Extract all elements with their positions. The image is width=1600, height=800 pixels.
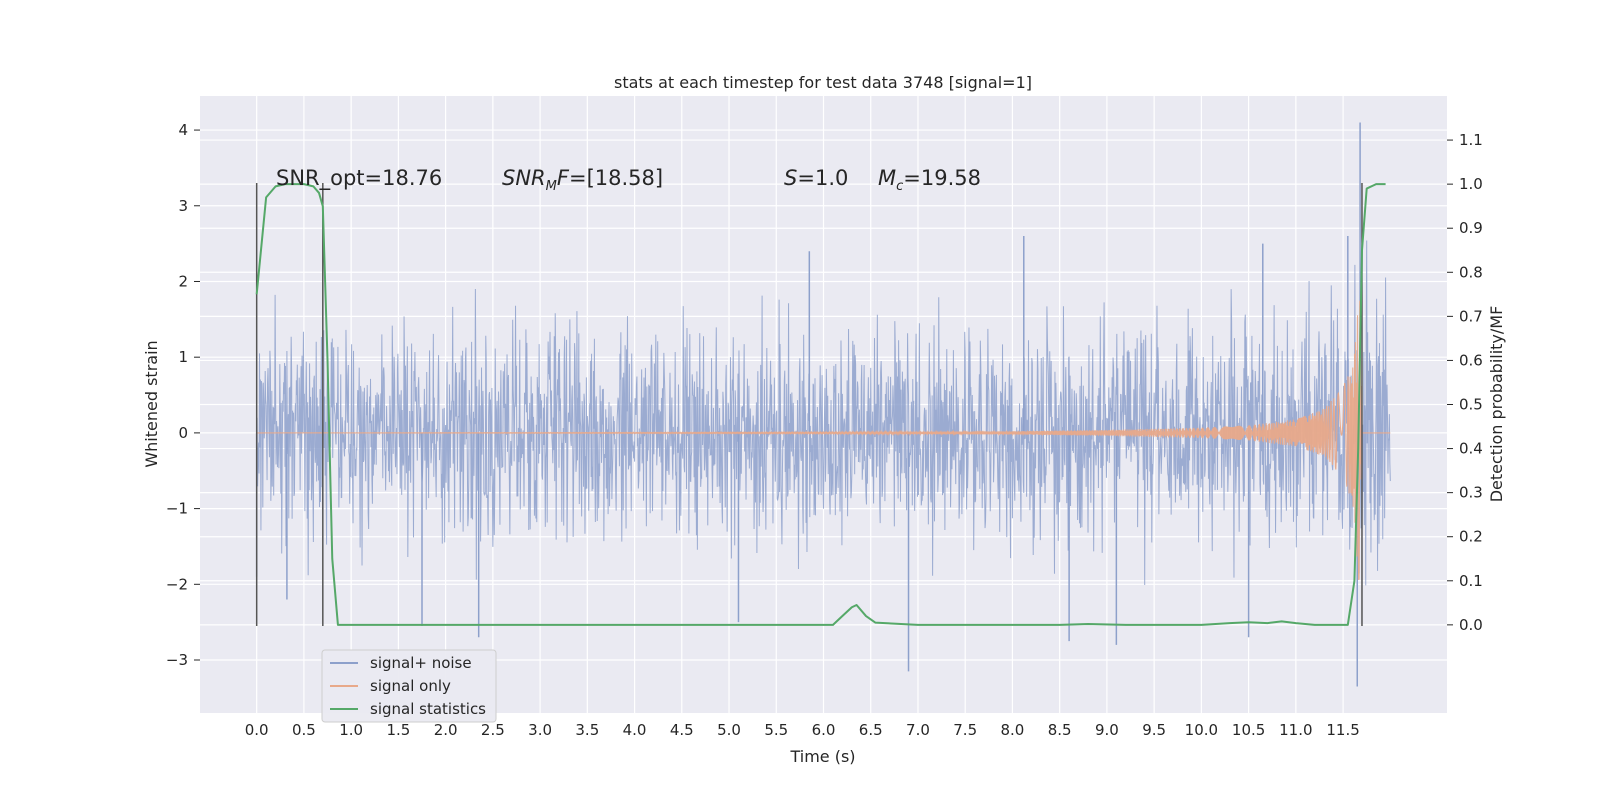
y-tick-label-right: 0.6 bbox=[1459, 351, 1483, 369]
chart-title: stats at each timestep for test data 374… bbox=[614, 73, 1032, 92]
y-tick-label-left: 1 bbox=[178, 348, 188, 366]
signal-noise-series bbox=[255, 122, 1391, 687]
y-tick-label-right: 0.1 bbox=[1459, 572, 1483, 590]
x-tick-label: 10.5 bbox=[1232, 721, 1265, 739]
signal-statistics-line bbox=[255, 183, 1386, 626]
y-tick-label-left: 4 bbox=[178, 121, 188, 139]
annotation-mc: Mc=19.58 bbox=[878, 166, 981, 194]
x-tick-label: 2.0 bbox=[434, 721, 458, 739]
legend-label-signal-only: signal only bbox=[370, 677, 451, 695]
y-tick-label-right: 1.0 bbox=[1459, 175, 1483, 193]
annotation-mc-value: 19.58 bbox=[921, 166, 981, 190]
signal-statistics-series bbox=[255, 183, 1386, 626]
x-tick-label: 7.5 bbox=[953, 721, 977, 739]
y-tick-label-left: −1 bbox=[166, 500, 188, 518]
x-tick-label: 9.0 bbox=[1095, 721, 1119, 739]
x-tick-label: 0.0 bbox=[245, 721, 269, 739]
x-tick-label: 10.0 bbox=[1185, 721, 1218, 739]
x-tick-label: 11.0 bbox=[1279, 721, 1312, 739]
signal-noise-line bbox=[256, 240, 1391, 586]
x-tick-label: 7.0 bbox=[906, 721, 930, 739]
y-tick-label-right: 0.9 bbox=[1459, 219, 1483, 237]
y-tick-label-right: 0.8 bbox=[1459, 263, 1483, 281]
x-tick-label: 1.0 bbox=[339, 721, 363, 739]
y-tick-label-right: 0.4 bbox=[1459, 440, 1483, 458]
y-tick-label-left: 3 bbox=[178, 197, 188, 215]
y-tick-label-right: 0.2 bbox=[1459, 528, 1483, 546]
y-tick-label-right: 1.1 bbox=[1459, 131, 1483, 149]
y-axis-right-label: Detection probability/MF bbox=[1487, 306, 1506, 503]
x-tick-label: 4.0 bbox=[623, 721, 647, 739]
x-tick-label: 0.5 bbox=[292, 721, 316, 739]
x-tick-label: 1.5 bbox=[386, 721, 410, 739]
legend-label-signal-noise: signal+ noise bbox=[370, 654, 472, 672]
x-tick-label: 3.5 bbox=[575, 721, 599, 739]
x-tick-label: 4.5 bbox=[670, 721, 694, 739]
x-tick-label: 9.5 bbox=[1142, 721, 1166, 739]
annotation-snr-opt: SNR_opt=18.76 bbox=[276, 166, 442, 191]
legend: signal+ noise signal only signal statist… bbox=[321, 649, 497, 723]
x-axis-label: Time (s) bbox=[789, 747, 855, 766]
y-axis-right: 0.0 0.1 0.2 0.3 0.4 0.5 0.6 0.7 0.8 0.9 1.0 1.1 bbox=[1447, 131, 1483, 634]
x-tick-label: 11.5 bbox=[1326, 721, 1359, 739]
annotation-snr-mf-value: [18.58] bbox=[587, 166, 664, 190]
y-tick-label-right: 0.7 bbox=[1459, 307, 1483, 325]
annotation-s: S=1.0 bbox=[784, 166, 848, 190]
legend-box bbox=[321, 649, 497, 723]
x-tick-label: 8.0 bbox=[1001, 721, 1025, 739]
y-tick-label-right: 0.3 bbox=[1459, 484, 1483, 502]
x-tick-label: 5.0 bbox=[717, 721, 741, 739]
y-tick-label-right: 0.0 bbox=[1459, 616, 1483, 634]
x-tick-label: 3.0 bbox=[528, 721, 552, 739]
annotation-snr-mf: SNRMF=[18.58] bbox=[502, 166, 663, 194]
x-tick-label: 6.5 bbox=[859, 721, 883, 739]
x-tick-label: 5.5 bbox=[764, 721, 788, 739]
y-tick-label-left: 2 bbox=[178, 272, 188, 290]
y-axis-left: −3 −2 −1 0 1 2 3 4 bbox=[166, 121, 200, 669]
signal-only-line bbox=[256, 300, 1391, 581]
legend-label-signal-statistics: signal statistics bbox=[370, 700, 486, 718]
x-tick-label: 6.0 bbox=[812, 721, 836, 739]
signal-only-series bbox=[256, 300, 1391, 581]
x-tick-label: 8.5 bbox=[1048, 721, 1072, 739]
x-tick-label: 2.5 bbox=[481, 721, 505, 739]
y-tick-label-right: 0.5 bbox=[1459, 396, 1483, 414]
annotation-s-value: 1.0 bbox=[815, 166, 848, 190]
x-axis: 0.0 0.5 1.0 1.5 2.0 2.5 3.0 3.5 4.0 4.5 5.0 5.5 6.0 6… bbox=[245, 721, 1360, 739]
y-tick-label-left: −3 bbox=[166, 651, 188, 669]
y-tick-label-left: 0 bbox=[178, 424, 188, 442]
y-axis-left-label: Whitened strain bbox=[142, 340, 161, 467]
y-tick-label-left: −2 bbox=[166, 575, 188, 593]
